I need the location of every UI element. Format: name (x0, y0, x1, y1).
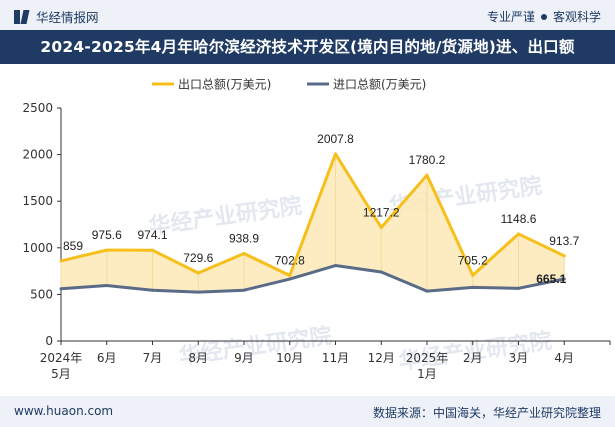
website-link[interactable]: www.huaon.com (14, 404, 114, 418)
bullet-dot-icon (540, 13, 547, 20)
brand-name: 华经情报网 (36, 10, 99, 25)
x-tick-label: 10月 (276, 351, 303, 365)
export-data-label: 705.2 (458, 253, 488, 267)
x-tick-label: 8月 (188, 351, 208, 365)
import-series-line (60, 264, 565, 294)
export-point (562, 254, 566, 258)
import-point (471, 285, 475, 289)
export-point (105, 248, 109, 252)
import-point (517, 286, 520, 290)
export-data-label: 938.9 (229, 231, 259, 245)
brand[interactable]: 华经情报网 (14, 7, 99, 26)
import-point (105, 284, 109, 288)
watermark-text-0: 华经产业研究院 (147, 193, 303, 240)
y-tick-label: 1000 (22, 241, 53, 255)
data-source: 数据来源：中国海关，华经产业研究院整理 (372, 406, 601, 420)
export-point (288, 273, 292, 277)
export-point (425, 173, 429, 177)
export-point (379, 226, 383, 230)
export-point (242, 251, 246, 255)
export-series-line (60, 152, 565, 277)
export-point (471, 273, 475, 277)
tagline: 专业严谨 客观科学 (487, 8, 601, 25)
legend-label-export: 出口总额(万美元) (178, 78, 271, 92)
import-point (425, 289, 429, 293)
import-point (196, 290, 200, 294)
tagline-right: 客观科学 (552, 10, 601, 24)
export-point (517, 232, 520, 236)
export-data-label: 913.7 (549, 234, 579, 248)
import-point (242, 288, 246, 292)
y-tick-label: 500 (30, 287, 53, 301)
x-tick-label: 7月 (143, 351, 163, 365)
export-data-label: 1780.2 (409, 153, 446, 167)
import-point (151, 288, 154, 292)
export-point (196, 271, 200, 275)
x-tick-label: 3月 (509, 351, 529, 365)
top-bar: 华经情报网 专业严谨 客观科学 (0, 0, 615, 30)
export-data-label: 975.6 (92, 228, 122, 242)
export-data-label: 702.8 (275, 253, 305, 267)
export-data-label: 1217.2 (363, 206, 400, 220)
import-point (288, 277, 292, 281)
huajing-logo-icon (14, 9, 30, 24)
import-data-label: 665.1 (536, 272, 566, 286)
import-point (379, 270, 383, 274)
x-tick-label: 12月 (368, 351, 395, 365)
export-import-gap-area (61, 153, 565, 293)
export-point (151, 248, 154, 252)
import-point (562, 277, 566, 281)
export-data-label: 859 (63, 239, 83, 253)
export-point (334, 152, 337, 156)
import-point (59, 287, 63, 291)
y-tick-label: 2000 (22, 148, 53, 162)
tagline-left: 专业严谨 (486, 10, 535, 24)
export-data-label: 729.6 (183, 251, 213, 265)
footer: www.huaon.com 数据来源：中国海关，华经产业研究院整理 (0, 396, 615, 427)
x-tick-label: 2024年 5月 (40, 351, 83, 381)
legend-label-import: 进口总额(万美元) (333, 78, 426, 92)
x-tick-label: 4月 (554, 351, 574, 365)
y-tick-label: 2500 (22, 101, 53, 115)
export-data-label: 974.1 (137, 228, 167, 242)
x-tick-label: 2025年 1月 (406, 351, 449, 381)
import-point (334, 264, 337, 268)
export-data-label: 2007.8 (317, 132, 354, 146)
x-tick-label: 2月 (463, 351, 483, 365)
x-tick-label: 11月 (322, 351, 349, 365)
y-tick-label: 1500 (22, 194, 53, 208)
x-tick-label: 9月 (234, 351, 254, 365)
export-point (59, 259, 63, 263)
x-tick-label: 6月 (97, 351, 117, 365)
chart-title: 2024-2025年4月年哈尔滨经济技术开发区(境内目的地/货源地)进、出口额 (0, 30, 615, 64)
y-tick-label: 0 (45, 334, 53, 348)
export-data-label: 1148.6 (501, 212, 537, 226)
